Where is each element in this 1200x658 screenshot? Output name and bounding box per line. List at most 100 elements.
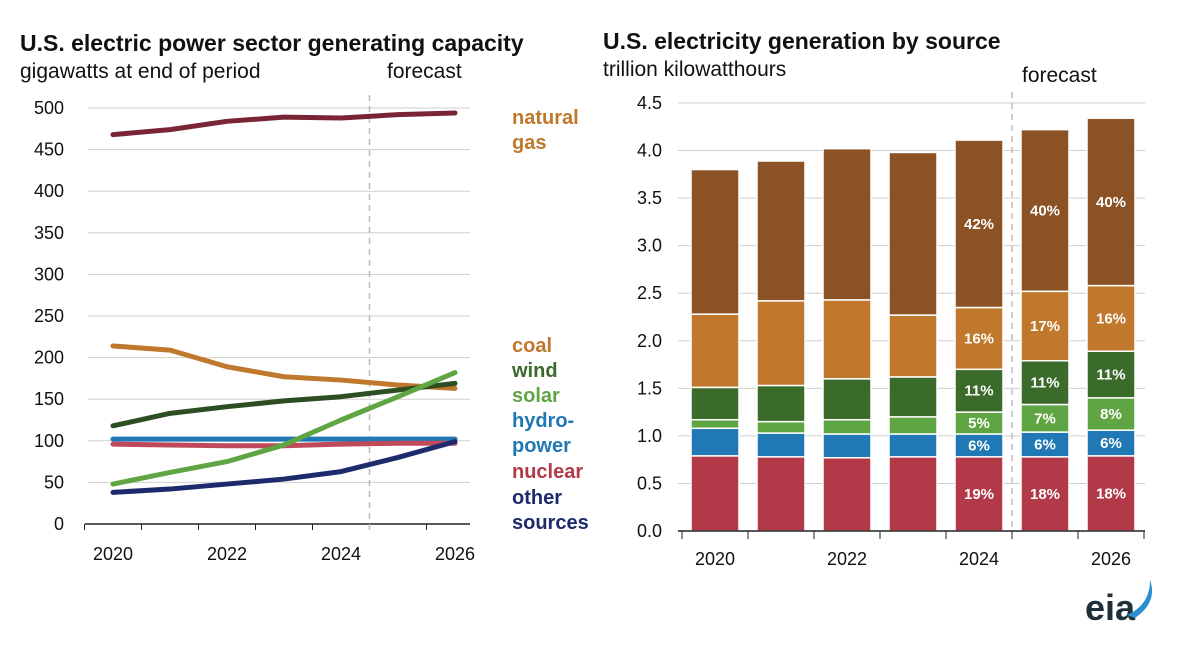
bar-data-label: 6%	[968, 437, 990, 454]
bar-segment-hydropower	[756, 432, 806, 458]
bar-segment-nuclear	[690, 455, 740, 532]
bar-data-label: 6%	[1034, 436, 1056, 453]
legend-natural-gas: natural	[512, 107, 579, 129]
bar-data-label: 18%	[1030, 486, 1060, 503]
legend-natural-gas: gas	[512, 132, 546, 154]
bar-data-label: 16%	[964, 330, 994, 347]
bar-data-label: 16%	[1096, 310, 1126, 327]
bar-data-label: 40%	[1096, 194, 1126, 211]
right-y-tick-label: 3.0	[637, 236, 662, 256]
right-y-tick-label: 4.5	[637, 93, 662, 113]
bar-segment-coal	[888, 314, 938, 378]
bar-segment-wind	[756, 384, 806, 423]
right-y-tick-label: 0.0	[637, 521, 662, 541]
right-y-tick-label: 1.5	[637, 378, 662, 398]
left-y-tick-label: 0	[54, 514, 64, 534]
right-y-tick-label: 4.0	[637, 141, 662, 161]
eia-logo-swoosh	[1127, 580, 1153, 618]
bar-segment-hydropower	[888, 433, 938, 458]
bar-segment-solar	[1020, 403, 1070, 433]
left-y-tick-label: 450	[34, 140, 64, 160]
right-stacked-bar-chart: 0.0 0.5 1.0 1.5 2.0 2.5 3.0 3.5 4.0 4.5 19% 6% 5% 11%…	[637, 92, 1145, 569]
bar-segment-hydropower	[1020, 431, 1070, 458]
bar-segment-wind	[954, 368, 1004, 413]
bar-segment-nuclear	[822, 457, 872, 532]
line-series-other	[110, 439, 458, 495]
bar-segment-natural-gas	[954, 139, 1004, 309]
bar-data-label: 11%	[1096, 367, 1125, 384]
bar-data-label: 19%	[964, 486, 994, 503]
bar-data-label: 11%	[964, 383, 993, 400]
bar-data-label: 8%	[1100, 406, 1122, 423]
legend-other: other	[512, 487, 562, 509]
bar-data-label: 40%	[1030, 202, 1060, 219]
line-series-solar	[110, 370, 458, 487]
bar-data-label: 42%	[964, 216, 994, 233]
bar-data-label: 6%	[1100, 435, 1122, 452]
left-x-tick-label: 2024	[321, 544, 361, 564]
bar-data-label: 18%	[1096, 485, 1126, 502]
bar-segment-coal	[954, 306, 1004, 371]
legend-coal: coal	[512, 335, 552, 357]
bar-segment-solar	[690, 418, 740, 430]
right-x-tick-label: 2024	[959, 549, 999, 569]
legend-hydropower: hydro-	[512, 410, 574, 432]
eia-logo: eia	[1085, 580, 1153, 628]
right-y-tick-label: 3.5	[637, 188, 662, 208]
left-chart-subtitle: gigawatts at end of period	[20, 60, 261, 83]
right-x-tick-label: 2022	[827, 549, 867, 569]
left-forecast-label: forecast	[387, 60, 462, 83]
left-line-chart: 0 50 100 150 200 250 300 350 400 450 500 2020 2022 20…	[34, 95, 589, 564]
eia-logo-text: eia	[1085, 587, 1136, 628]
right-y-tick-label: 2.5	[637, 283, 662, 303]
bar-segment-natural-gas	[888, 151, 938, 316]
bar-segment-natural-gas	[1020, 128, 1070, 293]
bar-segment-hydropower	[690, 427, 740, 457]
bar-data-label: 11%	[1030, 375, 1059, 392]
left-y-tick-label: 100	[34, 431, 64, 451]
legend-hydropower: power	[512, 435, 571, 457]
right-x-tick-label: 2020	[695, 549, 735, 569]
bar-segment-nuclear	[954, 456, 1004, 532]
bar-segment-coal	[822, 299, 872, 380]
bar-segment-coal	[756, 300, 806, 387]
legend-nuclear: nuclear	[512, 461, 583, 483]
left-y-tick-label: 500	[34, 98, 64, 118]
line-series-natural-gas	[110, 110, 458, 138]
right-chart-subtitle: trillion kilowatthours	[603, 58, 786, 81]
left-x-tick-label: 2026	[435, 544, 475, 564]
bar-data-label: 17%	[1030, 318, 1060, 335]
left-x-tick-label: 2020	[93, 544, 133, 564]
left-y-tick-label: 250	[34, 306, 64, 326]
right-y-tick-label: 1.0	[637, 426, 662, 446]
bar-segment-nuclear	[888, 456, 938, 532]
line-series-coal	[110, 343, 458, 391]
left-y-tick-label: 50	[44, 472, 64, 492]
bar-segment-wind	[888, 376, 938, 418]
left-y-tick-label: 300	[34, 264, 64, 284]
left-y-tick-label: 400	[34, 181, 64, 201]
bar-segment-solar	[756, 420, 806, 434]
right-x-tick-label: 2026	[1091, 549, 1131, 569]
line-series-wind	[110, 380, 458, 429]
left-y-tick-label: 150	[34, 389, 64, 409]
bar-segment-wind	[822, 378, 872, 421]
right-y-tick-label: 0.5	[637, 473, 662, 493]
right-y-tick-label: 2.0	[637, 331, 662, 351]
legend-other: sources	[512, 512, 589, 534]
left-y-tick-label: 350	[34, 223, 64, 243]
bar-data-label: 5%	[968, 415, 990, 432]
bar-segment-natural-gas	[756, 160, 806, 302]
legend-solar: solar	[512, 385, 560, 407]
bar-segment-coal	[690, 313, 740, 389]
left-x-tick-label: 2022	[207, 544, 247, 564]
right-forecast-label: forecast	[1022, 64, 1097, 87]
bar-segment-natural-gas	[690, 168, 740, 315]
right-chart-title: U.S. electricity generation by source	[603, 28, 1001, 54]
bar-segment-nuclear	[756, 456, 806, 532]
left-chart-title: U.S. electric power sector generating ca…	[20, 30, 524, 56]
legend-wind: wind	[511, 360, 558, 382]
bar-segment-solar	[822, 418, 872, 435]
bar-segment-natural-gas	[1086, 117, 1136, 287]
